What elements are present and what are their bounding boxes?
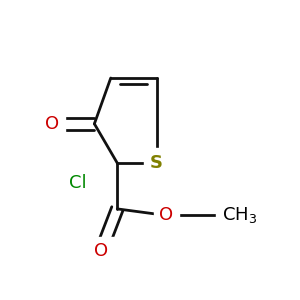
Text: O: O <box>159 206 173 224</box>
Text: S: S <box>150 154 163 172</box>
Text: O: O <box>45 115 59 133</box>
Text: Cl: Cl <box>69 174 87 192</box>
Text: CH$_3$: CH$_3$ <box>222 206 257 225</box>
Text: O: O <box>94 242 108 260</box>
